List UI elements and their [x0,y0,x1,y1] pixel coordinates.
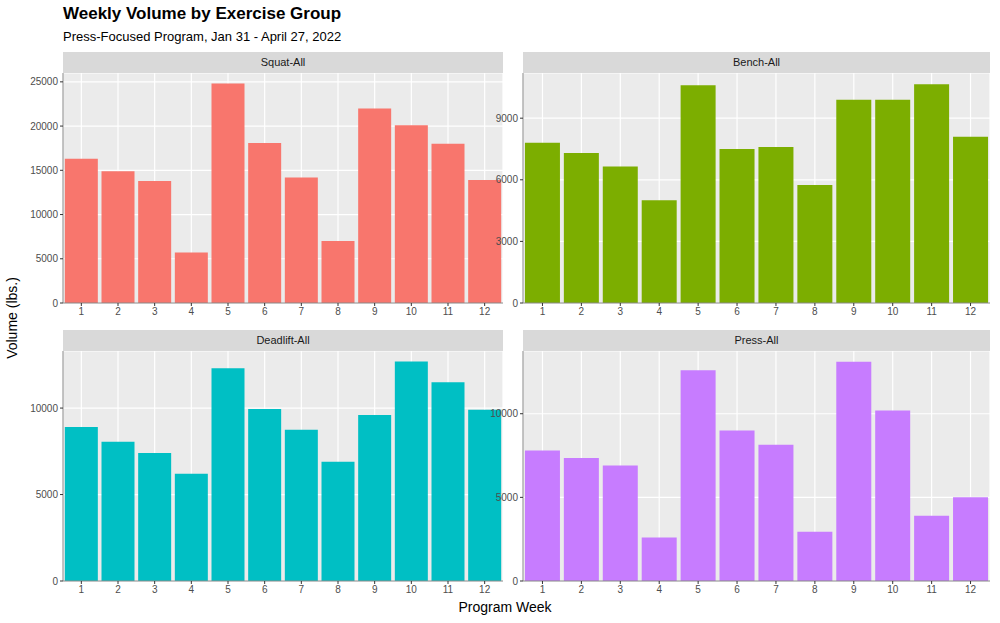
svg-text:5: 5 [225,584,231,595]
svg-text:4: 4 [656,306,662,317]
svg-text:11: 11 [443,306,454,317]
svg-text:10: 10 [887,584,899,595]
svg-text:9000: 9000 [496,113,519,124]
svg-text:3: 3 [152,584,158,595]
svg-text:10: 10 [406,306,418,317]
svg-text:7: 7 [773,584,779,595]
html-text:Press-Focused Program, Jan 31: Press-Focused Program, Jan 31 - April 27… [63,29,342,44]
svg-text:5: 5 [225,306,231,317]
svg-text:11: 11 [926,306,937,317]
svg-text:0: 0 [512,576,518,587]
svg-text:10: 10 [406,584,418,595]
svg-text:2: 2 [579,306,585,317]
svg-text:4: 4 [189,306,195,317]
svg-text:10: 10 [887,306,899,317]
svg-text:4: 4 [189,584,195,595]
svg-text:9: 9 [851,584,857,595]
svg-text:5000: 5000 [36,489,59,500]
svg-text:5000: 5000 [36,253,59,264]
html-text:Press-All: Press-All [734,334,779,346]
svg-text:6000: 6000 [496,174,519,185]
svg-text:2: 2 [579,584,585,595]
svg-text:11: 11 [926,584,937,595]
html-text:Program Week: Program Week [458,599,552,615]
svg-text:10000: 10000 [30,209,58,220]
svg-text:6: 6 [734,306,740,317]
svg-text:9: 9 [372,306,378,317]
svg-text:10000: 10000 [30,403,58,414]
svg-text:20000: 20000 [30,121,58,132]
svg-text:3000: 3000 [496,236,519,247]
svg-text:8: 8 [335,584,341,595]
svg-text:9: 9 [372,584,378,595]
svg-text:8: 8 [335,306,341,317]
svg-text:5: 5 [695,584,701,595]
svg-text:3: 3 [152,306,158,317]
svg-text:12: 12 [479,306,491,317]
html-text:Weekly Volume by Exercise Grou: Weekly Volume by Exercise Group [63,4,342,23]
html-text:Volume (lbs.): Volume (lbs.) [4,277,20,359]
svg-text:3: 3 [618,306,624,317]
svg-text:7: 7 [299,584,305,595]
svg-text:6: 6 [262,584,268,595]
svg-text:12: 12 [965,306,977,317]
html-text:Squat-All: Squat-All [260,56,306,68]
svg-text:3: 3 [618,584,624,595]
svg-text:8: 8 [812,584,818,595]
svg-text:0: 0 [52,298,58,309]
svg-text:0: 0 [52,576,58,587]
svg-text:9: 9 [851,306,857,317]
svg-text:6: 6 [262,306,268,317]
svg-text:2: 2 [115,306,121,317]
html-text:Deadlift-All: Deadlift-All [256,334,310,346]
svg-text:4: 4 [656,584,662,595]
svg-text:1: 1 [79,584,85,595]
svg-text:1: 1 [79,306,85,317]
svg-text:6: 6 [734,584,740,595]
svg-text:7: 7 [299,306,305,317]
svg-text:12: 12 [479,584,491,595]
html-text:Bench-All: Bench-All [733,56,780,68]
svg-text:25000: 25000 [30,76,58,87]
svg-text:2: 2 [115,584,121,595]
svg-text:1: 1 [540,306,546,317]
svg-text:7: 7 [773,306,779,317]
svg-text:1: 1 [540,584,546,595]
svg-text:15000: 15000 [30,165,58,176]
svg-text:5000: 5000 [496,492,519,503]
svg-text:12: 12 [965,584,977,595]
svg-text:5: 5 [695,306,701,317]
svg-text:11: 11 [443,584,454,595]
svg-text:0: 0 [512,298,518,309]
svg-text:8: 8 [812,306,818,317]
svg-text:10000: 10000 [490,408,518,419]
